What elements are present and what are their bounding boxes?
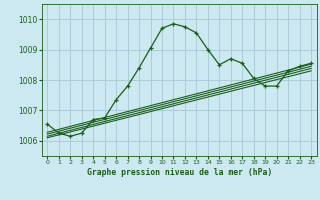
X-axis label: Graphe pression niveau de la mer (hPa): Graphe pression niveau de la mer (hPa) [87, 168, 272, 177]
